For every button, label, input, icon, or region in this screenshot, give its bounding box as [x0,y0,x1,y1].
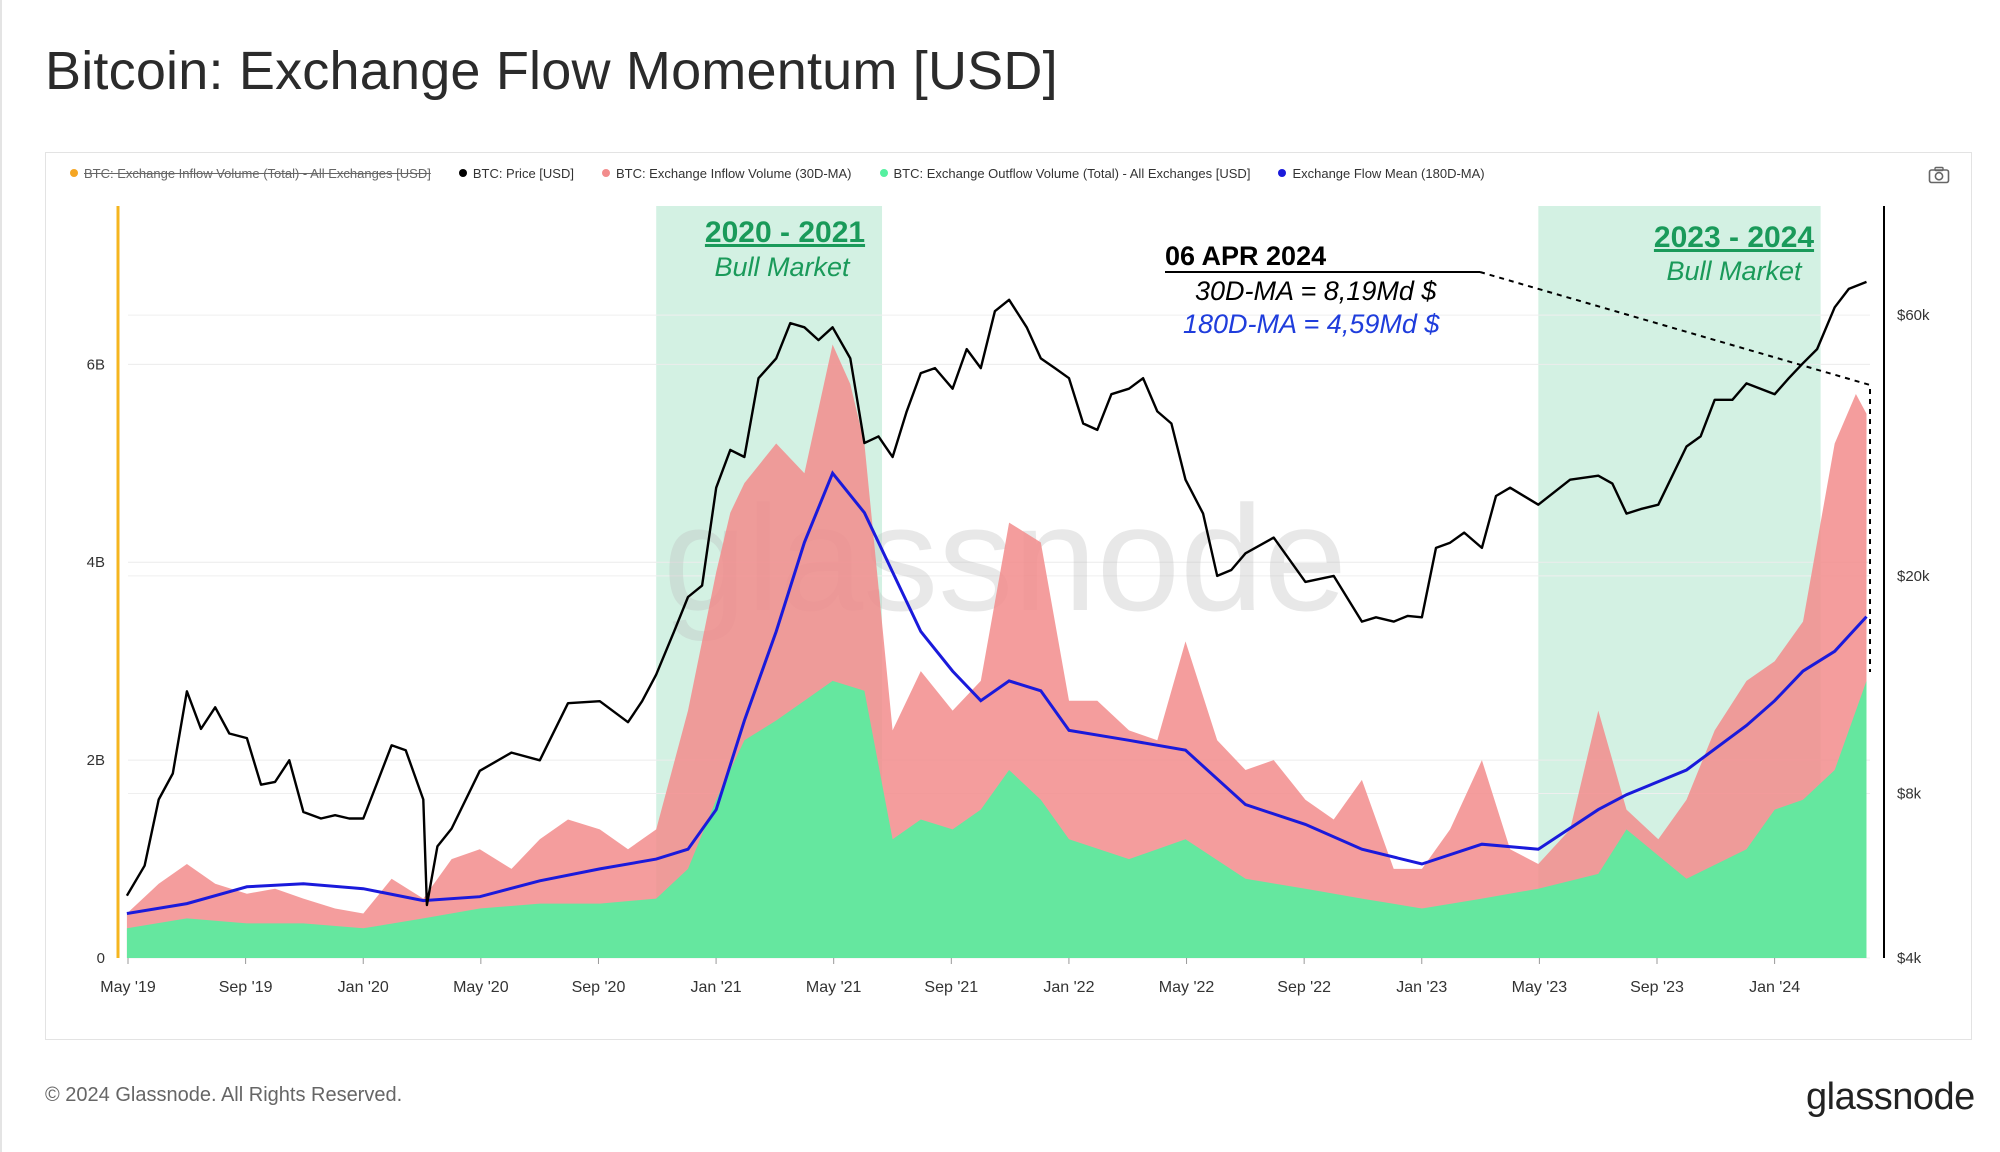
legend-label-inflow-total: BTC: Exchange Inflow Volume (Total) - Al… [84,165,431,181]
y-left-tick-label: 6B [87,356,105,373]
legend-item-price[interactable]: BTC: Price [USD] [458,165,574,181]
camera-icon[interactable] [1928,166,1950,184]
callout-date: 06 APR 2024 [1165,241,1326,271]
y-left-tick-label: 2B [87,752,105,769]
y-right-tick-label: $8k [1897,785,1922,802]
x-tick-label: Sep '19 [219,979,273,996]
legend-label-price: BTC: Price [USD] [472,165,574,181]
y-right-tick-label: $4k [1897,950,1922,967]
callout-180dma: 180D-MA = 4,59Md $ [1183,309,1440,339]
legend-item-outflow-total[interactable]: BTC: Exchange Outflow Volume (Total) - A… [879,165,1251,181]
y-left-tick-label: 0 [97,950,105,967]
page-title: Bitcoin: Exchange Flow Momentum [USD] [45,41,1058,101]
x-tick-label: Jan '20 [338,979,389,996]
x-tick-label: Sep '23 [1630,979,1684,996]
x-tick-label: Sep '20 [572,979,626,996]
bull-market-2023-title: 2023 - 2024 [1654,221,1814,254]
bull-market-2023-subtitle: Bull Market [1666,256,1803,286]
x-tick-label: May '19 [100,979,156,996]
y-right-tick-label: $20k [1897,568,1930,585]
x-tick-label: Jan '24 [1749,979,1800,996]
x-tick-label: Jan '22 [1043,979,1094,996]
y-right-tick-label: $60k [1897,307,1930,324]
bull-market-2020-subtitle: Bull Market [714,252,851,282]
x-tick-label: May '20 [453,979,509,996]
legend-marker-outflow-total [879,169,888,177]
legend-marker-price [458,169,467,177]
page-left-rule [0,0,2,1152]
legend-item-flow-mean[interactable]: Exchange Flow Mean (180D-MA) [1278,165,1485,181]
x-tick-label: Jan '23 [1396,979,1447,996]
bull-market-2020-title: 2020 - 2021 [705,216,865,249]
footer-copyright: © 2024 Glassnode. All Rights Reserved. [45,1084,403,1106]
chart-axes: 0 2B 4B 6B $4k $8k $20k $60k May '19 Sep '19 Jan '… [87,206,1930,996]
x-tick-label: Sep '21 [924,979,978,996]
legend-item-inflow-30dma[interactable]: BTC: Exchange Inflow Volume (30D-MA) [601,165,852,181]
chart-frame [45,152,1972,1040]
x-tick-label: Jan '21 [691,979,742,996]
legend-marker-inflow-total [70,169,78,177]
x-tick-label: May '22 [1159,979,1215,996]
legend-marker-flow-mean [1278,169,1287,177]
chart-legend: BTC: Exchange Inflow Volume (Total) - Al… [70,163,1485,183]
chart-annotations: 2020 - 2021 Bull Market 2023 - 2024 Bull… [705,216,1871,672]
legend-label-outflow-total: BTC: Exchange Outflow Volume (Total) - A… [893,165,1251,181]
series-inflow-30dma-area [126,344,1867,958]
callout-30dma: 30D-MA = 8,19Md $ [1195,276,1437,306]
y-left-tick-label: 4B [87,554,105,571]
series-price-line [125,280,1867,907]
x-tick-label: Sep '22 [1277,979,1331,996]
legend-marker-inflow-30dma [601,169,610,177]
legend-item-inflow-total[interactable]: BTC: Exchange Inflow Volume (Total) - Al… [70,166,431,181]
legend-label-flow-mean: Exchange Flow Mean (180D-MA) [1292,165,1485,181]
series-flow-mean-line [126,470,1868,915]
x-tick-label: May '21 [806,979,862,996]
series-outflow-total-area [126,680,1867,958]
brand-logo: glassnode [1806,1076,1975,1118]
x-tick-label: May '23 [1512,979,1568,996]
legend-label-inflow-30dma: BTC: Exchange Inflow Volume (30D-MA) [615,165,852,181]
